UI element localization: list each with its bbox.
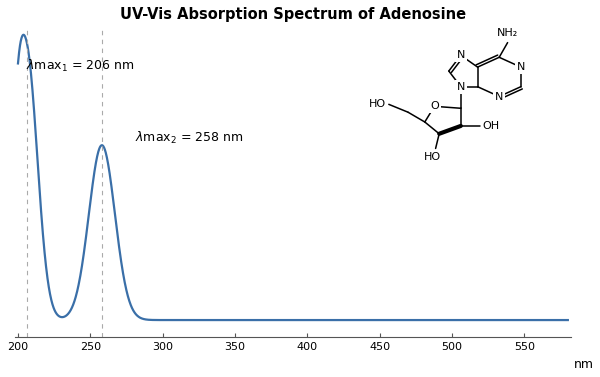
Text: NH₂: NH₂ [497,28,518,38]
Text: HO: HO [369,100,386,109]
Text: N: N [495,92,503,101]
Text: N: N [457,82,465,92]
Text: $\lambda$max$_2$ = 258 nm: $\lambda$max$_2$ = 258 nm [134,130,243,146]
Text: O: O [430,101,439,111]
Text: OH: OH [482,121,500,131]
Text: HO: HO [424,152,440,162]
Text: N: N [517,62,525,72]
Text: N: N [457,51,465,60]
Text: nm: nm [574,358,593,371]
Title: UV-Vis Absorption Spectrum of Adenosine: UV-Vis Absorption Spectrum of Adenosine [120,7,466,22]
Text: $\lambda$max$_1$ = 206 nm: $\lambda$max$_1$ = 206 nm [26,58,134,74]
